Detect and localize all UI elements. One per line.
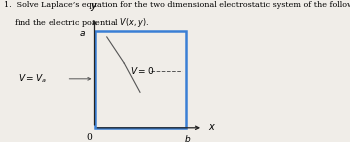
Text: $b$: $b$	[184, 133, 191, 142]
Text: $a$: $a$	[79, 29, 86, 38]
Text: $x$: $x$	[208, 122, 216, 132]
Text: $V = V_a$: $V = V_a$	[18, 73, 46, 85]
Text: find the electric potential $V(x, y)$.: find the electric potential $V(x, y)$.	[4, 16, 148, 29]
Text: 1.  Solve Laplace’s equation for the two dimensional electrostatic system of the: 1. Solve Laplace’s equation for the two …	[4, 1, 350, 9]
Text: $y$: $y$	[90, 1, 99, 13]
Text: 0: 0	[86, 133, 92, 142]
Bar	[94, 31, 186, 128]
Text: $V = 0$: $V = 0$	[130, 65, 154, 77]
